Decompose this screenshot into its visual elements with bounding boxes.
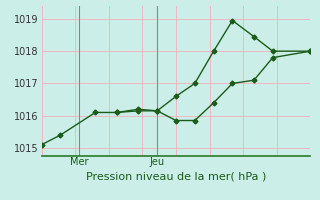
X-axis label: Pression niveau de la mer( hPa ): Pression niveau de la mer( hPa ) <box>86 172 266 182</box>
